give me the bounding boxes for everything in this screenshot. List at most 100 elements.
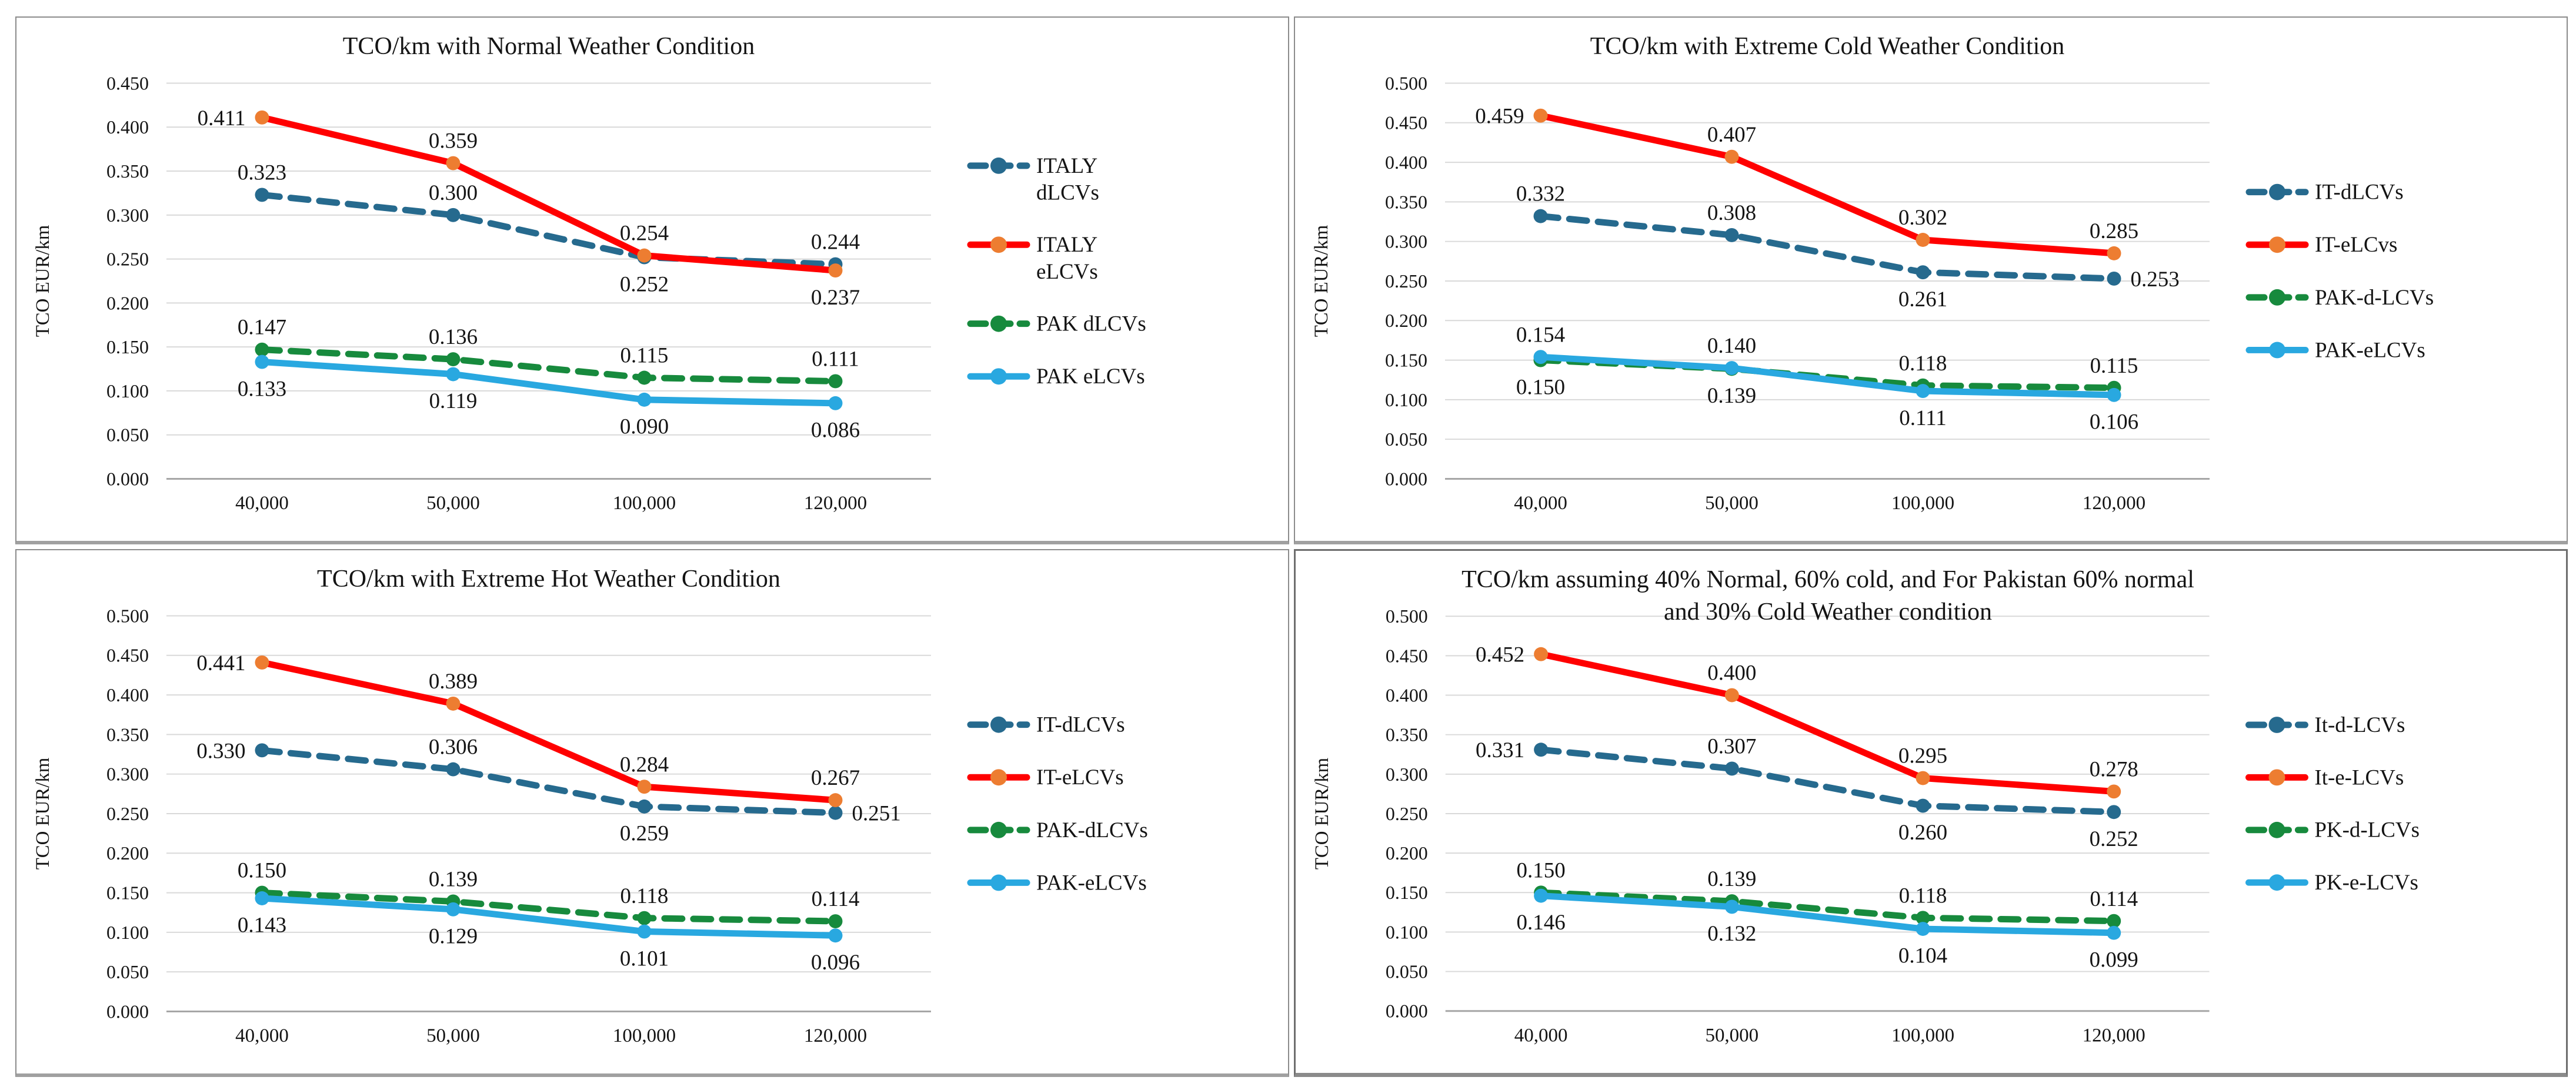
data-label: 0.441 — [196, 651, 245, 675]
data-label: 0.254 — [620, 221, 669, 245]
y-tick-label: 0.150 — [106, 883, 149, 904]
data-point-marker — [1916, 265, 1930, 280]
x-tick-label: 40,000 — [235, 493, 289, 514]
data-label: 0.139 — [1707, 383, 1756, 407]
data-label: 0.407 — [1707, 122, 1756, 146]
data-label: 0.133 — [238, 376, 286, 400]
y-tick-label: 0.350 — [106, 161, 149, 182]
data-label: 0.101 — [620, 946, 669, 970]
data-label: 0.150 — [238, 858, 286, 882]
data-label: 0.323 — [238, 160, 286, 185]
x-tick-label: 40,000 — [235, 1025, 289, 1046]
series-pak-elcvs: 0.133 0.119 0.090 0.086 — [238, 354, 860, 442]
legend-label: IT-eLCVs — [1036, 765, 1124, 789]
data-point-marker — [637, 799, 652, 814]
legend-label: PAK-eLCVs — [2315, 337, 2425, 362]
data-point-marker — [828, 805, 843, 820]
y-tick-label: 0.300 — [1385, 232, 1427, 252]
x-axis-tick-labels: 40,000 50,000 100,000 120,000 — [235, 1025, 867, 1046]
series-line — [1537, 889, 2117, 925]
chart-panel-extreme-cold: TCO/km with Extreme Cold Weather Conditi… — [1294, 16, 2568, 544]
series-it-elcvs: 0.459 0.407 0.302 0.285 — [1475, 104, 2138, 260]
legend-item-it-d-lcvs: It-d-LCVs — [2245, 713, 2405, 737]
data-label: 0.251 — [852, 801, 900, 825]
data-point-marker — [828, 396, 843, 410]
x-tick-label: 40,000 — [1514, 1025, 1568, 1046]
series-line — [259, 114, 839, 274]
legend-item-pak-dlcvs: PAK-dLCVs — [967, 818, 1148, 842]
legend-label: IT-dLCVs — [1036, 713, 1125, 737]
data-label: 0.252 — [620, 272, 669, 296]
x-tick-label: 120,000 — [804, 493, 867, 514]
series-line — [1537, 213, 2117, 282]
data-point-marker — [1916, 384, 1930, 399]
data-label: 0.114 — [812, 887, 860, 911]
data-label: 0.308 — [1707, 200, 1756, 225]
legend-label: PAK-eLCVs — [1036, 870, 1147, 894]
data-point-marker — [255, 354, 269, 369]
data-label: 0.307 — [1707, 734, 1756, 758]
legend-label: eLCVs — [1036, 259, 1098, 283]
data-point-marker — [2107, 246, 2121, 260]
chart-panel-normal-weather: TCO/km with Normal Weather Condition 0.4… — [15, 16, 1289, 544]
data-point-marker — [446, 352, 461, 367]
legend-label: IT-dLCVs — [2315, 180, 2404, 204]
data-point-marker — [1533, 350, 1548, 364]
y-tick-label: 0.000 — [1386, 1001, 1428, 1022]
y-axis-tick-labels: 0.500 0.450 0.400 0.350 0.300 0.250 0.200 0.150… — [1386, 606, 1428, 1021]
y-tick-label: 0.500 — [1386, 606, 1428, 627]
data-label: 0.332 — [1516, 182, 1565, 206]
chart-title-normal-weather: TCO/km with Normal Weather Condition — [342, 33, 755, 60]
data-label: 0.115 — [620, 343, 669, 367]
legend-item-pak-elcvs: PAK eLCVs — [967, 364, 1145, 388]
legend-swatch-marker — [990, 236, 1007, 253]
legend-swatch-marker — [990, 368, 1007, 385]
data-point-marker — [1916, 922, 1930, 936]
data-point-marker — [1724, 899, 1739, 914]
x-tick-label: 50,000 — [426, 1025, 480, 1046]
series-pak-elcvs: 0.154 0.140 0.111 0.106 — [1516, 322, 2138, 433]
y-tick-label: 0.000 — [106, 469, 149, 489]
data-point-marker — [828, 793, 843, 808]
series-it-dlcvs: 0.332 0.308 0.261 0.253 — [1516, 182, 2180, 311]
data-point-marker — [1724, 361, 1739, 375]
data-label: 0.331 — [1476, 738, 1524, 762]
data-point-marker — [255, 891, 269, 905]
legend-item-pak-elcvs: PAK-eLCVs — [2245, 337, 2425, 362]
line-chart-extreme-cold: 0.500 0.450 0.400 0.350 0.300 0.250 0.200 0.150… — [1311, 73, 2434, 514]
x-tick-label: 120,000 — [2083, 493, 2145, 514]
y-tick-label: 0.450 — [1386, 645, 1428, 666]
x-tick-label: 100,000 — [1891, 1025, 1954, 1046]
data-label: 0.359 — [429, 129, 478, 153]
data-label: 0.118 — [1899, 884, 1947, 908]
y-tick-label: 0.100 — [1385, 390, 1427, 410]
data-point-marker — [446, 902, 461, 917]
data-label: 0.237 — [811, 285, 860, 309]
legend-swatch-marker — [2268, 821, 2285, 838]
series-pak-elcvs: 0.143 0.129 0.101 0.096 — [238, 891, 860, 974]
series-line — [259, 359, 839, 407]
y-axis-title: TCO EUR/km — [1312, 757, 1333, 869]
data-label: 0.330 — [196, 738, 245, 762]
y-tick-label: 0.200 — [106, 843, 149, 864]
y-tick-label: 0.400 — [1385, 152, 1427, 173]
y-tick-label: 0.050 — [106, 962, 149, 982]
data-point-marker — [1724, 149, 1739, 164]
data-point-marker — [637, 248, 652, 263]
series-pak-dlcvs: 0.150 0.139 0.118 0.114 — [238, 858, 860, 928]
legend-swatch-marker — [990, 874, 1007, 891]
data-label: 0.119 — [429, 389, 478, 413]
legend-swatch-marker — [2269, 289, 2285, 306]
series-line — [259, 889, 839, 925]
y-tick-label: 0.250 — [106, 804, 149, 824]
y-tick-label: 0.250 — [1386, 804, 1428, 824]
series-it-d-lcvs: 0.331 0.307 0.260 0.252 — [1476, 734, 2138, 851]
data-label: 0.150 — [1516, 374, 1565, 399]
y-tick-label: 0.500 — [106, 606, 149, 627]
data-label: 0.111 — [1899, 406, 1946, 430]
legend-item-pak-d-lcvs: PAK-d-LCVs — [2245, 285, 2434, 309]
legend-item-it-dlcvs: IT-dLCVs — [967, 713, 1125, 737]
data-point-marker — [255, 655, 269, 670]
data-point-marker — [637, 911, 652, 925]
